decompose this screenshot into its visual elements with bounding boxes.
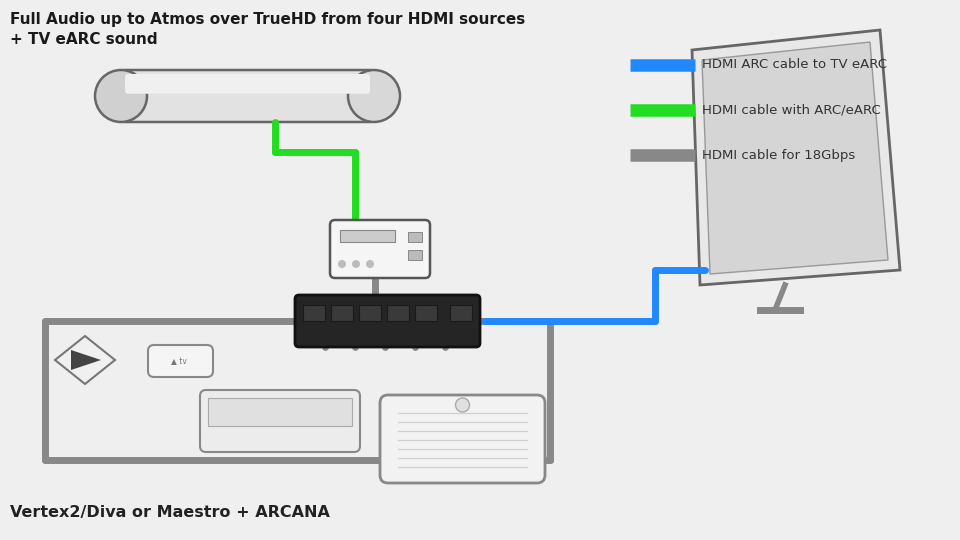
Bar [408, 250, 422, 260]
FancyBboxPatch shape [380, 395, 545, 483]
Bar [340, 230, 395, 242]
FancyBboxPatch shape [330, 220, 430, 278]
Circle shape [338, 260, 346, 268]
Bar [450, 305, 472, 321]
Bar [303, 305, 325, 321]
Bar [331, 305, 353, 321]
Text: Vertex2/Diva or Maestro + ARCANA: Vertex2/Diva or Maestro + ARCANA [10, 505, 330, 520]
FancyBboxPatch shape [148, 345, 213, 377]
FancyBboxPatch shape [295, 295, 480, 347]
Bar [408, 232, 422, 242]
Ellipse shape [348, 70, 400, 122]
Ellipse shape [95, 70, 147, 122]
Bar [387, 305, 409, 321]
Bar [208, 398, 352, 426]
FancyBboxPatch shape [121, 70, 374, 122]
Text: HDMI cable with ARC/eARC: HDMI cable with ARC/eARC [702, 104, 880, 117]
Circle shape [352, 260, 360, 268]
Text: HDMI ARC cable to TV eARC: HDMI ARC cable to TV eARC [702, 58, 887, 71]
Text: HDMI cable for 18Gbps: HDMI cable for 18Gbps [702, 148, 855, 161]
Polygon shape [692, 30, 900, 285]
Polygon shape [55, 336, 115, 384]
FancyBboxPatch shape [200, 390, 360, 452]
Circle shape [366, 260, 374, 268]
Bar [359, 305, 381, 321]
Text: Full Audio up to Atmos over TrueHD from four HDMI sources: Full Audio up to Atmos over TrueHD from … [10, 12, 525, 27]
Polygon shape [702, 42, 888, 274]
FancyBboxPatch shape [125, 74, 370, 94]
Polygon shape [71, 350, 101, 370]
Text: ▲ tv: ▲ tv [171, 357, 186, 367]
Circle shape [455, 398, 469, 412]
Text: + TV eARC sound: + TV eARC sound [10, 32, 157, 47]
Bar [415, 305, 437, 321]
